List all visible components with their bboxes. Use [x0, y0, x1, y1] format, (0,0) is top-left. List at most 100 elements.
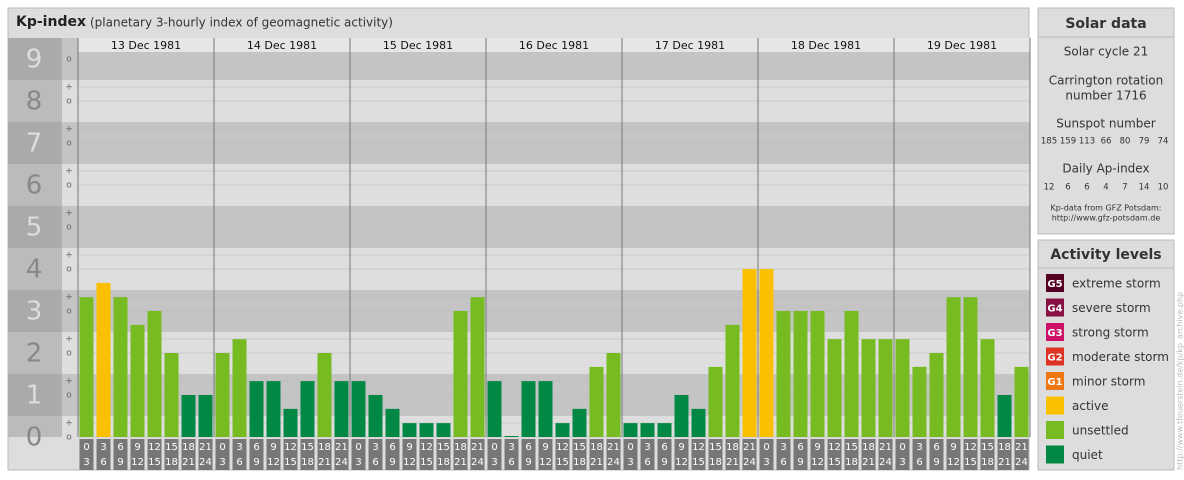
minor-tick-label: o [66, 391, 72, 401]
x-tick-label: 6 [661, 442, 667, 453]
chart-title: Kp-index [16, 14, 86, 30]
x-tick-label: 3 [491, 457, 497, 468]
x-tick-label: 3 [236, 442, 242, 453]
legend-code: G2 [1047, 353, 1062, 364]
x-tick-label: 12 [828, 442, 841, 453]
x-tick-label: 6 [253, 442, 259, 453]
hour-cell [538, 439, 553, 470]
x-tick-label: 24 [1015, 457, 1028, 468]
x-tick-label: 18 [709, 457, 722, 468]
hour-cell [334, 439, 349, 470]
x-tick-label: 21 [743, 442, 756, 453]
legend-label: quiet [1072, 448, 1103, 462]
x-tick-label: 18 [726, 442, 739, 453]
hour-cell [572, 439, 587, 470]
bar [742, 269, 757, 437]
minor-tick-label: + [65, 377, 73, 387]
x-tick-label: 6 [644, 457, 650, 468]
hour-cell [708, 439, 723, 470]
legend-code: G5 [1047, 279, 1062, 290]
bar [844, 311, 859, 437]
date-bg [622, 38, 758, 52]
hour-cell [249, 439, 264, 470]
x-tick-label: 6 [916, 457, 922, 468]
x-tick-label: 6 [508, 457, 514, 468]
date-label: 18 Dec 1981 [791, 39, 861, 52]
hour-cell [793, 439, 808, 470]
x-tick-label: 6 [797, 442, 803, 453]
x-tick-label: 18 [862, 442, 875, 453]
hour-cell [980, 439, 995, 470]
hour-cell [385, 439, 400, 470]
x-tick-label: 24 [335, 457, 348, 468]
x-tick-label: 3 [916, 442, 922, 453]
legend-label: strong storm [1072, 326, 1149, 340]
bar [300, 381, 315, 437]
bar [793, 311, 808, 437]
bar [861, 339, 876, 437]
x-tick-label: 3 [355, 457, 361, 468]
x-tick-label: 21 [879, 442, 892, 453]
x-tick-label: 12 [131, 457, 144, 468]
hour-cell [878, 439, 893, 470]
x-tick-label: 3 [780, 442, 786, 453]
bar [980, 339, 995, 437]
x-tick-label: 21 [998, 457, 1011, 468]
bar [997, 395, 1012, 437]
x-tick-label: 12 [947, 457, 960, 468]
x-tick-label: 3 [508, 442, 514, 453]
x-tick-label: 9 [933, 457, 939, 468]
bar [351, 381, 366, 437]
x-tick-label: 0 [219, 442, 225, 453]
x-tick-label: 15 [964, 457, 977, 468]
hour-cell [215, 439, 230, 470]
y-tick-label: 6 [26, 171, 43, 201]
hour-cell [810, 439, 825, 470]
hour-cell [725, 439, 740, 470]
x-tick-label: 18 [573, 457, 586, 468]
minor-tick-label: o [66, 55, 72, 65]
bar [147, 311, 162, 437]
hour-cell [402, 439, 417, 470]
bar [810, 311, 825, 437]
x-tick-label: 9 [134, 442, 140, 453]
bar [589, 366, 604, 437]
bar [827, 339, 842, 437]
x-tick-label: 3 [219, 457, 225, 468]
x-tick-label: 12 [148, 442, 161, 453]
x-tick-label: 0 [491, 442, 497, 453]
x-tick-label: 3 [83, 457, 89, 468]
hour-cell [300, 439, 315, 470]
x-tick-label: 6 [372, 457, 378, 468]
hour-cell [861, 439, 876, 470]
x-tick-label: 12 [692, 442, 705, 453]
bar [691, 408, 706, 437]
sunspot-label: Sunspot number [1056, 117, 1155, 131]
x-tick-label: 24 [607, 457, 620, 468]
legend-label: severe storm [1072, 301, 1151, 315]
x-tick-label: 3 [627, 457, 633, 468]
bar [708, 366, 723, 437]
legend-swatch [1046, 445, 1064, 464]
legend-label: extreme storm [1072, 277, 1161, 291]
y-band [8, 164, 60, 206]
source: Kp-data from GFZ Potsdam: [1051, 204, 1162, 213]
x-tick-label: 21 [1015, 442, 1028, 453]
bar [487, 381, 502, 437]
y-tick-label: 0 [26, 423, 43, 453]
x-tick-label: 12 [403, 457, 416, 468]
bar [521, 381, 536, 437]
bar [572, 408, 587, 437]
ap-label: Daily Ap-index [1062, 162, 1149, 176]
x-tick-label: 21 [726, 457, 739, 468]
x-tick-label: 21 [454, 457, 467, 468]
hour-cell [453, 439, 468, 470]
x-tick-label: 15 [845, 442, 858, 453]
solar-value: 6 [1065, 183, 1070, 193]
minor-tick-label: + [65, 167, 73, 177]
y-tick-label: 1 [26, 381, 43, 411]
x-tick-label: 15 [420, 457, 433, 468]
x-tick-label: 3 [372, 442, 378, 453]
bar [946, 297, 961, 437]
hour-cell [946, 439, 961, 470]
